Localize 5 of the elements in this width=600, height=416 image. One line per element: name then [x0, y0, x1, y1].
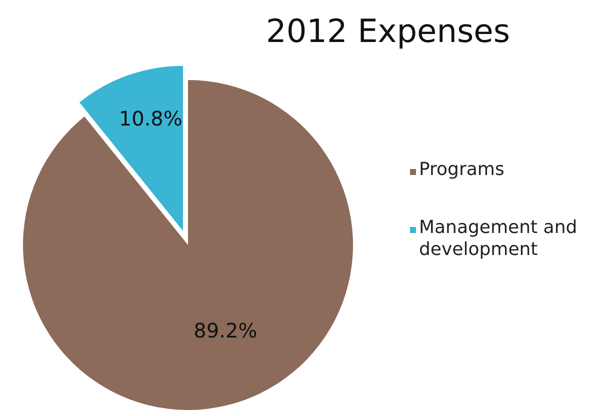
- legend-label: Programs: [419, 159, 504, 180]
- data-label: 89.2%: [194, 318, 258, 342]
- chart-title: 2012 Expenses: [266, 12, 510, 50]
- data-label: 10.8%: [118, 106, 182, 130]
- legend-label: Management and development: [419, 217, 578, 260]
